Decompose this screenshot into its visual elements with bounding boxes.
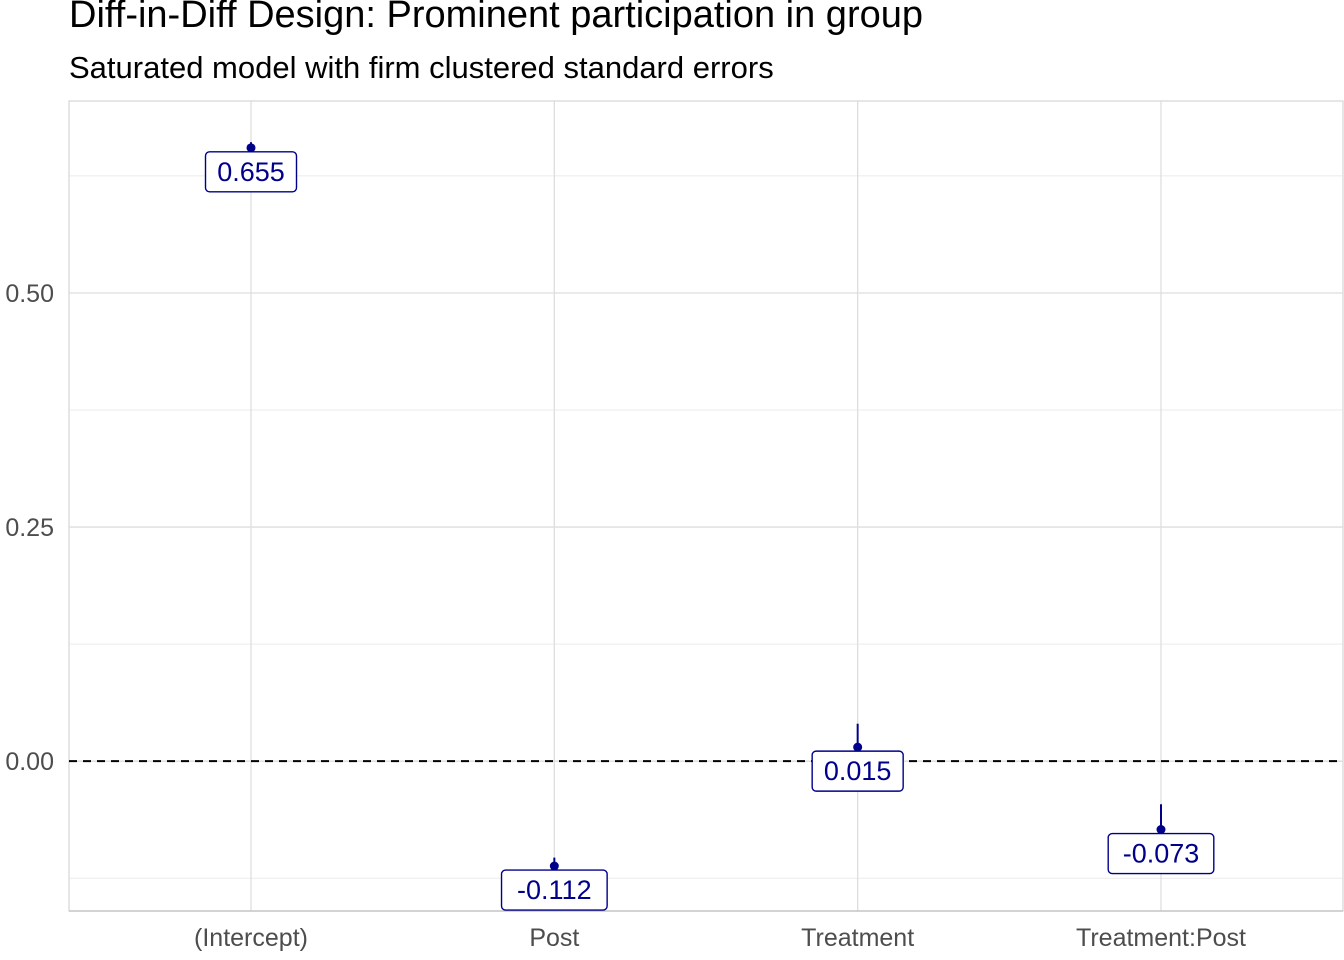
- point-estimate: [853, 742, 863, 752]
- axis-tick-labels: 0.00 0.25 0.50 (Intercept) Post Treatment Trea…: [5, 280, 1246, 952]
- x-tick-label: (Intercept): [194, 924, 308, 952]
- x-tick-label: Post: [529, 924, 579, 952]
- data-label-box: [1107, 832, 1215, 875]
- data-label: -0.112: [517, 875, 592, 905]
- data-label: 0.655: [217, 157, 285, 187]
- data-label-box: [500, 869, 608, 911]
- y-tick-label: 0.00: [5, 748, 54, 776]
- y-tick-label: 0.50: [5, 280, 54, 308]
- chart-title: Diff-in-Diff Design: Prominent participa…: [69, 0, 923, 36]
- point-estimate: [549, 861, 559, 871]
- data-label: -0.073: [1123, 839, 1200, 869]
- y-tick-label: 0.25: [5, 514, 54, 542]
- data-marks: [246, 142, 1166, 876]
- point-estimate: [246, 143, 256, 153]
- data-labels: 0.655 -0.112 0.015 -0.073: [204, 151, 1215, 911]
- data-label: 0.015: [824, 756, 892, 786]
- chart-subtitle: Saturated model with firm clustered stan…: [69, 50, 774, 85]
- x-tick-label: Treatment: [801, 924, 914, 952]
- data-label-box: [811, 750, 904, 792]
- grid-lines: [68, 100, 1344, 912]
- point-estimate: [1156, 825, 1166, 835]
- data-label-box: [204, 151, 298, 193]
- x-tick-label: Treatment:Post: [1076, 924, 1246, 952]
- panel-border: [68, 100, 1344, 912]
